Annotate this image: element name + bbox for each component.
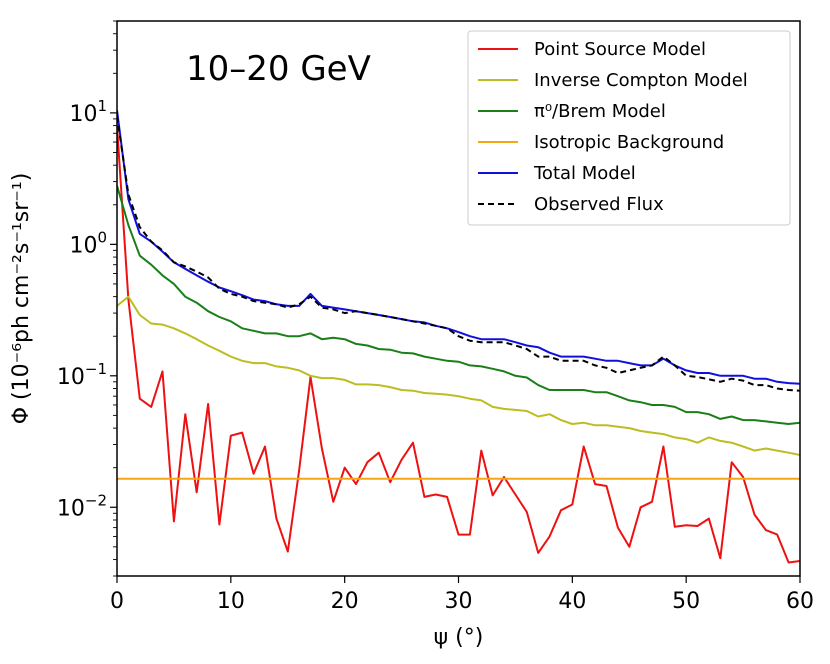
series-line-2 bbox=[117, 185, 800, 425]
legend-label-4: Total Model bbox=[533, 163, 636, 184]
series-line-0 bbox=[117, 125, 800, 564]
x-tick-label: 60 bbox=[786, 589, 814, 614]
legend-label-3: Isotropic Background bbox=[534, 132, 724, 153]
x-tick-label: 10 bbox=[217, 589, 245, 614]
legend-label-0: Point Source Model bbox=[534, 39, 706, 60]
x-tick-label: 40 bbox=[558, 589, 586, 614]
x-tick-label: 50 bbox=[672, 589, 700, 614]
y-tick-label: 101 bbox=[69, 97, 107, 127]
series-layer bbox=[117, 109, 800, 564]
y-tick-label: 10−1 bbox=[57, 360, 107, 390]
panel-title: 10–20 GeV bbox=[186, 49, 371, 89]
legend-label-2: π⁰/Brem Model bbox=[534, 101, 666, 122]
y-axis-label: Φ (10⁻⁶ph cm⁻²s⁻¹sr⁻¹) bbox=[9, 173, 34, 425]
x-tick-label: 20 bbox=[331, 589, 359, 614]
series-line-5 bbox=[117, 115, 800, 392]
legend-label-1: Inverse Compton Model bbox=[534, 70, 748, 91]
series-line-4 bbox=[117, 109, 800, 385]
legend-label-5: Observed Flux bbox=[534, 194, 664, 215]
x-tick-label: 30 bbox=[445, 589, 473, 614]
x-tick-label: 0 bbox=[110, 589, 124, 614]
series-line-1 bbox=[117, 295, 800, 456]
ticks-layer: 0 10 20 30 40 50 60 10−2 10−1 100 101 bbox=[57, 20, 814, 614]
x-axis-label: ψ (°) bbox=[434, 625, 484, 650]
y-tick-label: 100 bbox=[69, 228, 107, 258]
legend: Point Source Model Inverse Compton Model π… bbox=[467, 30, 791, 226]
legend-box bbox=[467, 30, 791, 226]
y-tick-label: 10−2 bbox=[57, 491, 107, 521]
